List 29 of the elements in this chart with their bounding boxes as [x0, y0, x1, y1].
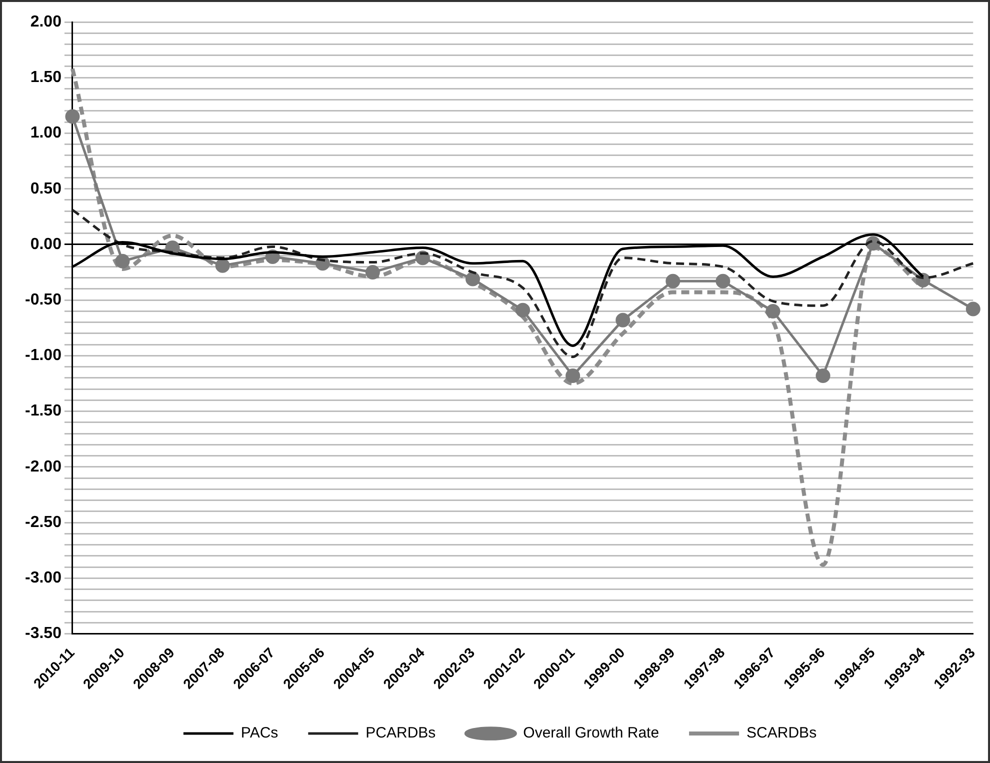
- legend-label: Overall Growth Rate: [523, 724, 660, 742]
- y-tick-label: 1.00: [30, 124, 62, 142]
- y-tick-label: -1.50: [25, 402, 62, 420]
- y-tick-label: -2.50: [25, 514, 62, 531]
- point: [616, 312, 630, 328]
- y-tick-label: -3.50: [25, 625, 62, 642]
- legend-label: PCARDBs: [366, 724, 436, 742]
- legend-label: SCARDBs: [746, 724, 817, 742]
- point: [766, 304, 780, 318]
- y-tick-label: -1.00: [25, 347, 62, 364]
- point: [666, 274, 680, 288]
- y-tick-label: 1.50: [30, 69, 62, 86]
- y-tick-label: 0.50: [30, 180, 62, 198]
- point: [65, 109, 80, 124]
- point: [115, 254, 130, 268]
- point: [966, 302, 980, 316]
- legend-label: PACs: [240, 724, 278, 742]
- point: [215, 258, 230, 273]
- point: [365, 265, 380, 280]
- point: [816, 368, 830, 383]
- y-tick-label: 2.00: [30, 13, 62, 30]
- point: [516, 302, 530, 318]
- y-tick-label: -0.50: [25, 291, 62, 308]
- point: [716, 274, 730, 288]
- y-tick-label: -3.00: [25, 570, 62, 587]
- y-tick-label: -2.00: [25, 458, 62, 476]
- y-tick-label: 0.00: [30, 236, 62, 253]
- point: [466, 272, 480, 286]
- point: [566, 368, 580, 383]
